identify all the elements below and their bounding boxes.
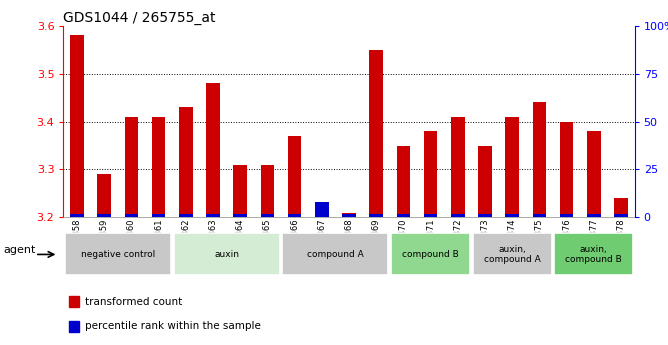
Bar <box>342 213 356 217</box>
Bar <box>65 234 171 275</box>
Bar <box>174 234 280 275</box>
Bar <box>397 146 410 217</box>
Text: percentile rank within the sample: percentile rank within the sample <box>85 321 261 331</box>
Bar <box>560 214 573 217</box>
Bar <box>288 214 301 217</box>
Bar <box>70 214 84 217</box>
Bar <box>397 214 410 217</box>
Bar <box>478 146 492 217</box>
Bar <box>614 214 628 217</box>
Bar <box>69 296 79 307</box>
Text: auxin,
compound B: auxin, compound B <box>565 245 622 264</box>
Bar <box>587 131 601 217</box>
Text: auxin: auxin <box>214 250 239 259</box>
Bar <box>532 214 546 217</box>
Text: GDS1044 / 265755_at: GDS1044 / 265755_at <box>63 11 216 25</box>
Bar <box>342 214 356 217</box>
Bar <box>261 214 275 217</box>
Text: auxin,
compound A: auxin, compound A <box>484 245 540 264</box>
Bar <box>70 36 84 217</box>
Bar <box>125 117 138 217</box>
Text: negative control: negative control <box>81 250 155 259</box>
Bar <box>179 107 192 217</box>
Bar <box>206 214 220 217</box>
Bar <box>152 117 166 217</box>
Text: agent: agent <box>3 245 35 255</box>
Bar <box>98 214 111 217</box>
Bar <box>98 174 111 217</box>
Bar <box>315 202 329 217</box>
Bar <box>614 198 628 217</box>
Bar <box>424 214 438 217</box>
Bar <box>532 102 546 217</box>
Bar <box>369 214 383 217</box>
Bar <box>315 213 329 217</box>
Bar <box>152 214 166 217</box>
Bar <box>506 214 519 217</box>
Bar <box>179 214 192 217</box>
Bar <box>283 234 389 275</box>
Bar <box>478 214 492 217</box>
Text: transformed count: transformed count <box>85 297 182 307</box>
Bar <box>233 214 247 217</box>
Bar <box>206 83 220 217</box>
Bar <box>473 234 552 275</box>
Bar <box>233 165 247 217</box>
Bar <box>288 136 301 217</box>
Bar <box>554 234 633 275</box>
Bar <box>424 131 438 217</box>
Bar <box>261 165 275 217</box>
Bar <box>506 117 519 217</box>
Bar <box>69 321 79 332</box>
Bar <box>451 117 465 217</box>
Text: compound B: compound B <box>402 250 459 259</box>
Bar <box>587 214 601 217</box>
Text: compound A: compound A <box>307 250 364 259</box>
Bar <box>369 50 383 217</box>
Bar <box>560 122 573 217</box>
Bar <box>125 214 138 217</box>
Bar <box>391 234 470 275</box>
Bar <box>451 214 465 217</box>
